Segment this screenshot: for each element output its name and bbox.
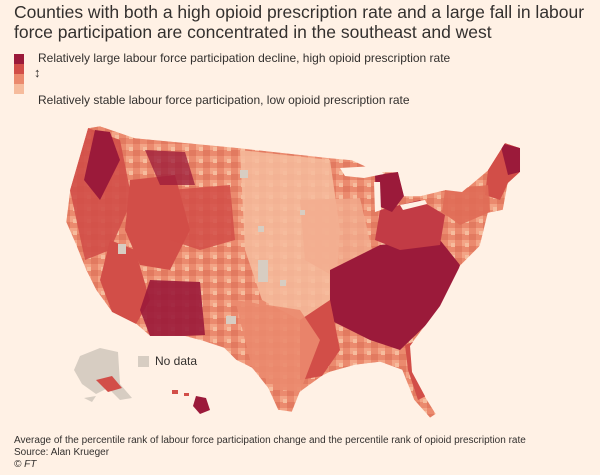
alaska-island [84, 396, 96, 402]
legend-high-label: Relatively large labour force participat… [38, 51, 451, 65]
legend-low-label: Relatively stable labour force participa… [38, 93, 410, 107]
up-down-arrow-icon: ↕ [34, 65, 41, 80]
hawaii-island-small [172, 390, 178, 394]
legend-swatch-mid [14, 74, 24, 84]
regional-shading [70, 128, 520, 400]
alaska-southeast [96, 376, 122, 392]
legend-swatch-dark [14, 64, 24, 74]
hawaii [193, 396, 210, 414]
lake-michigan [374, 182, 381, 212]
no-data-swatch [138, 356, 149, 367]
legend-color-scale [14, 54, 24, 94]
chart-title: Counties with both a high opioid prescri… [14, 2, 585, 42]
alaska [74, 348, 132, 400]
footer-source: Source: Alan Krueger [14, 447, 110, 458]
legend-swatch-darkest [14, 54, 24, 64]
no-data-label: No data [155, 354, 198, 368]
footer: Average of the percentile rank of labour… [14, 435, 526, 471]
lake-erie [400, 200, 427, 210]
hawaii-island-mid [184, 393, 189, 396]
map-svg [65, 125, 521, 419]
legend-swatch-light [14, 84, 24, 94]
lake-superior [340, 166, 384, 178]
footer-note: Average of the percentile rank of labour… [14, 435, 526, 446]
us-county-map [0, 108, 600, 430]
footer-copyright: © FT [14, 459, 37, 470]
